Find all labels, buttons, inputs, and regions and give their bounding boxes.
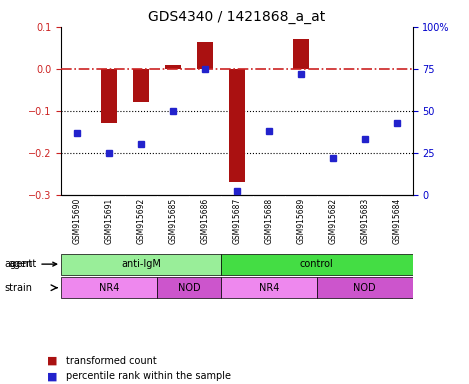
Text: NOD: NOD xyxy=(178,283,200,293)
Text: GSM915683: GSM915683 xyxy=(360,197,369,244)
Text: percentile rank within the sample: percentile rank within the sample xyxy=(66,371,231,381)
FancyBboxPatch shape xyxy=(221,253,413,275)
Text: GSM915685: GSM915685 xyxy=(168,197,177,244)
Text: NR4: NR4 xyxy=(99,283,119,293)
Text: GSM915690: GSM915690 xyxy=(72,197,82,244)
FancyBboxPatch shape xyxy=(157,277,221,298)
Text: ■: ■ xyxy=(47,356,57,366)
Text: agent: agent xyxy=(5,259,33,269)
Bar xyxy=(101,69,117,123)
Text: GSM915688: GSM915688 xyxy=(265,197,273,244)
FancyBboxPatch shape xyxy=(221,277,317,298)
Text: GSM915682: GSM915682 xyxy=(328,197,337,244)
Bar xyxy=(133,69,149,103)
FancyBboxPatch shape xyxy=(61,253,221,275)
Text: GSM915684: GSM915684 xyxy=(392,197,401,244)
Text: NR4: NR4 xyxy=(258,283,279,293)
Text: anti-IgM: anti-IgM xyxy=(121,259,161,269)
FancyBboxPatch shape xyxy=(317,277,413,298)
Text: strain: strain xyxy=(5,283,33,293)
Text: agent: agent xyxy=(8,259,57,269)
Text: ■: ■ xyxy=(47,371,57,381)
Text: GSM915689: GSM915689 xyxy=(296,197,305,244)
Text: NOD: NOD xyxy=(354,283,376,293)
Title: GDS4340 / 1421868_a_at: GDS4340 / 1421868_a_at xyxy=(148,10,325,25)
Bar xyxy=(165,65,181,69)
Text: GSM915686: GSM915686 xyxy=(200,197,209,244)
FancyBboxPatch shape xyxy=(61,277,157,298)
Text: transformed count: transformed count xyxy=(66,356,156,366)
Text: control: control xyxy=(300,259,333,269)
Bar xyxy=(197,41,213,69)
Text: GSM915691: GSM915691 xyxy=(105,197,113,244)
Text: GSM915687: GSM915687 xyxy=(232,197,242,244)
Text: GSM915692: GSM915692 xyxy=(136,197,145,244)
Bar xyxy=(229,69,245,182)
Bar xyxy=(293,40,309,69)
